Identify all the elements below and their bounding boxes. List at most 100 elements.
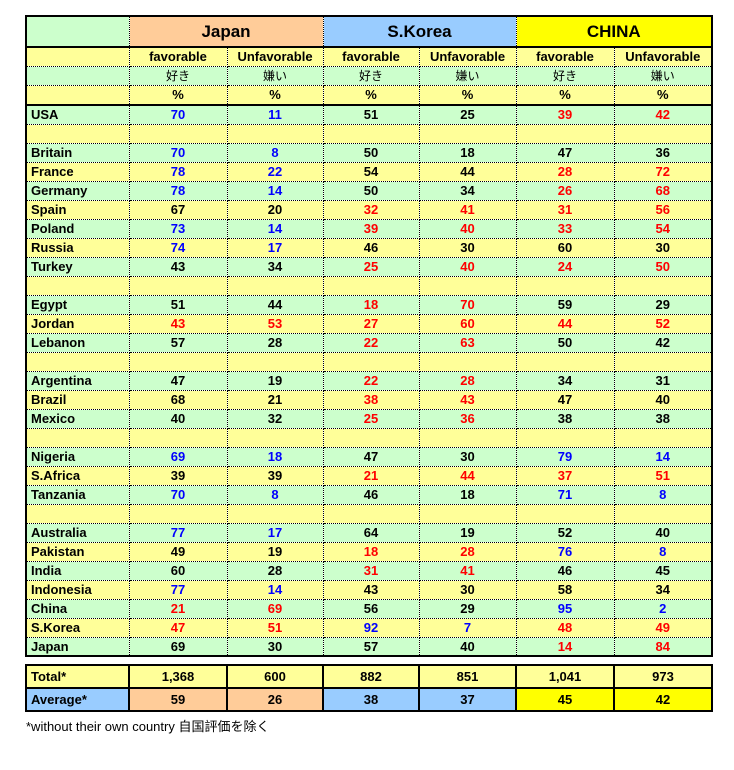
value-cell: 70 (418, 294, 517, 315)
value-cell: 64 (322, 522, 420, 543)
spacer-cell (613, 427, 713, 448)
value-cell: 57 (128, 332, 228, 353)
spacer-cell (613, 351, 713, 372)
value-cell: 40 (418, 636, 517, 657)
value-cell: 28 (226, 332, 324, 353)
value-cell: 54 (322, 161, 420, 182)
japanese-label-row: 好き 嫌い 好き 嫌い 好き 嫌い (25, 65, 713, 86)
value-cell: 30 (418, 446, 517, 467)
percent-label: % (613, 84, 713, 106)
value-cell: 48 (515, 617, 615, 638)
total-japan-favorable: 1,368 (128, 664, 228, 689)
country-name: S.Africa (25, 465, 130, 486)
country-row: Russia 74 17 46 30 60 30 (25, 237, 713, 258)
total-label: Total* (25, 664, 130, 689)
value-cell: 95 (515, 598, 615, 619)
country-name: Poland (25, 218, 130, 239)
value-cell: 27 (322, 313, 420, 334)
value-cell: 28 (226, 560, 324, 581)
country-row: S.Africa 39 39 21 44 37 51 (25, 465, 713, 486)
value-cell: 53 (226, 313, 324, 334)
japan-unfavorable-header: Unfavorable (226, 46, 324, 67)
value-cell: 41 (418, 199, 517, 220)
value-cell: 39 (128, 465, 228, 486)
value-cell: 11 (226, 104, 324, 125)
value-cell: 19 (418, 522, 517, 543)
value-cell: 47 (128, 617, 228, 638)
country-name: India (25, 560, 130, 581)
total-skorea-unfavorable: 851 (418, 664, 517, 689)
value-cell: 39 (515, 104, 615, 125)
percent-row: % % % % % % (25, 84, 713, 106)
skorea-favorable-header: favorable (322, 46, 420, 67)
value-cell: 40 (418, 218, 517, 239)
value-cell: 41 (418, 560, 517, 581)
value-cell: 43 (322, 579, 420, 600)
value-cell: 38 (322, 389, 420, 410)
country-name: Australia (25, 522, 130, 543)
country-row: Germany 78 14 50 34 26 68 (25, 180, 713, 201)
average-japan-unfavorable: 26 (226, 687, 324, 712)
survey-table: Japan S.Korea CHINA favorable Unfavorabl… (25, 15, 714, 657)
value-cell: 84 (613, 636, 713, 657)
percent-label: % (515, 84, 615, 106)
country-name: Nigeria (25, 446, 130, 467)
value-cell: 30 (418, 237, 517, 258)
value-cell: 34 (515, 370, 615, 391)
country-name: Argentina (25, 370, 130, 391)
value-cell: 34 (418, 180, 517, 201)
value-cell: 60 (418, 313, 517, 334)
value-cell: 38 (515, 408, 615, 429)
average-japan-favorable: 59 (128, 687, 228, 712)
value-cell: 76 (515, 541, 615, 562)
spacer-cell (613, 503, 713, 524)
country-name: Indonesia (25, 579, 130, 600)
value-cell: 44 (226, 294, 324, 315)
spacer-cell (25, 275, 130, 296)
country-name: Lebanon (25, 332, 130, 353)
spacer-row (25, 123, 713, 144)
country-name: Pakistan (25, 541, 130, 562)
value-cell: 14 (515, 636, 615, 657)
country-row: Nigeria 69 18 47 30 79 14 (25, 446, 713, 467)
value-cell: 45 (613, 560, 713, 581)
total-skorea-favorable: 882 (322, 664, 420, 689)
value-cell: 92 (322, 617, 420, 638)
value-cell: 36 (418, 408, 517, 429)
spacer-cell (322, 503, 420, 524)
favorable-header-row: favorable Unfavorable favorable Unfavora… (25, 46, 713, 67)
percent-label: % (226, 84, 324, 106)
spacer-cell (418, 503, 517, 524)
country-row: Mexico 40 32 25 36 38 38 (25, 408, 713, 429)
total-japan-unfavorable: 600 (226, 664, 324, 689)
value-cell: 69 (128, 636, 228, 657)
value-cell: 18 (322, 294, 420, 315)
value-cell: 8 (613, 541, 713, 562)
value-cell: 32 (226, 408, 324, 429)
group-header-china: CHINA (515, 15, 713, 48)
spacer-cell (128, 123, 228, 144)
average-label: Average* (25, 687, 130, 712)
country-row: Egypt 51 44 18 70 59 29 (25, 294, 713, 315)
value-cell: 25 (322, 408, 420, 429)
group-header-japan: Japan (128, 15, 324, 48)
value-cell: 47 (128, 370, 228, 391)
country-row: Argentina 47 19 22 28 34 31 (25, 370, 713, 391)
country-name: Brazil (25, 389, 130, 410)
percent-label: % (128, 84, 228, 106)
value-cell: 31 (515, 199, 615, 220)
value-cell: 34 (613, 579, 713, 600)
value-cell: 18 (418, 142, 517, 163)
value-cell: 56 (613, 199, 713, 220)
value-cell: 28 (418, 541, 517, 562)
spacer-cell (418, 427, 517, 448)
country-name: Tanzania (25, 484, 130, 505)
average-china-favorable: 45 (515, 687, 615, 712)
country-name: Germany (25, 180, 130, 201)
value-cell: 14 (226, 218, 324, 239)
value-cell: 40 (128, 408, 228, 429)
spacer-cell (515, 503, 615, 524)
country-name: France (25, 161, 130, 182)
country-row: Britain 70 8 50 18 47 36 (25, 142, 713, 163)
value-cell: 37 (515, 465, 615, 486)
